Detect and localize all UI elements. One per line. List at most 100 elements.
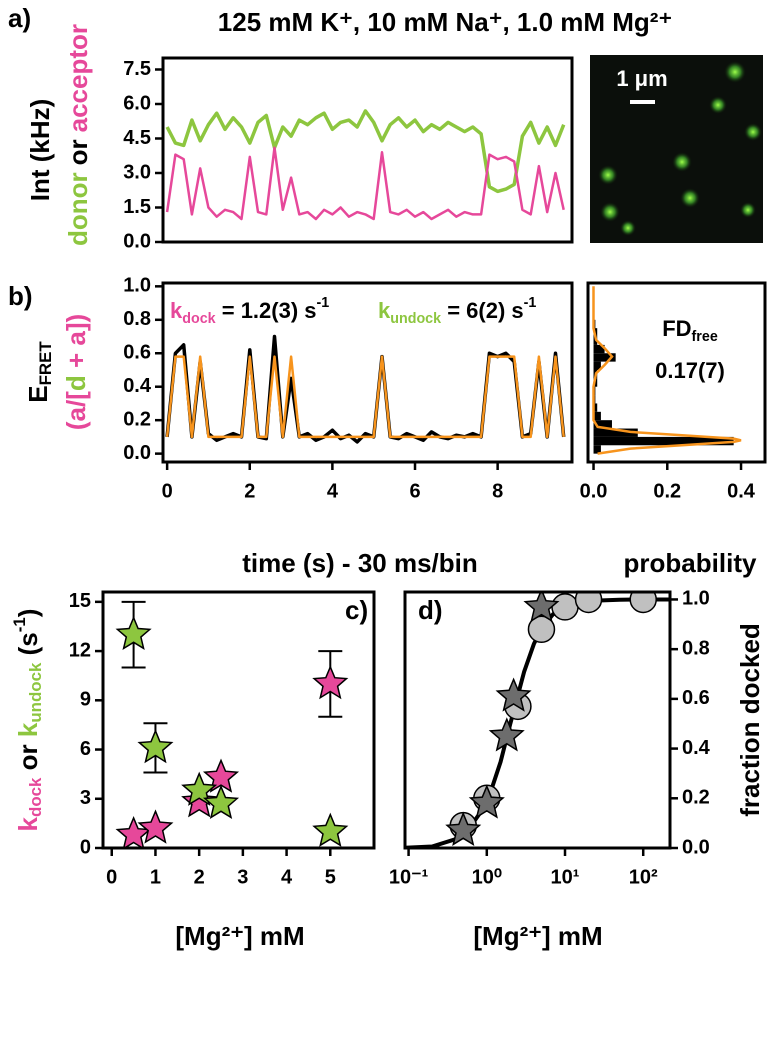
x-tick-label: 6 [409, 480, 420, 502]
point [488, 717, 525, 752]
label-part: undock [26, 662, 45, 723]
scale-bar-label: 1 μm [616, 66, 667, 91]
y-axis-label: donor or acceptor [63, 24, 93, 246]
point [523, 592, 560, 623]
bar [593, 344, 605, 354]
annotation: kundock = 6(2) s-1 [378, 295, 536, 327]
y-tick-label: 0.2 [682, 787, 710, 809]
plot-frame [101, 590, 376, 850]
label-part: dock [182, 311, 215, 327]
point [312, 812, 349, 847]
x-tick-label: 0.4 [727, 480, 756, 502]
y-tick-label: 1.5 [123, 196, 151, 218]
y-axis-label: Int (kHz) [25, 99, 55, 202]
y-tick-label: 0.0 [123, 442, 151, 464]
y-tick-label: 12 [69, 639, 91, 661]
annotation: 0.17(7) [655, 358, 725, 383]
x-tick-label: 2 [194, 866, 205, 888]
x-tick-label: 8 [492, 480, 503, 502]
point [115, 615, 152, 650]
plot-frame [161, 281, 574, 464]
spot [709, 96, 727, 114]
annotation: kdock = 1.2(3) s-1 [170, 295, 329, 327]
spot [600, 202, 620, 222]
y-tick-label: 1.0 [123, 275, 151, 297]
point [202, 784, 240, 819]
label-part: or [13, 737, 43, 777]
y-tick-label: 0.6 [682, 687, 710, 709]
x-tick-label: 0.0 [580, 480, 608, 502]
trace [165, 355, 565, 439]
x-tick-label: 10⁻¹ [389, 866, 429, 888]
trace [165, 109, 566, 194]
y-tick-label: 3.0 [123, 161, 151, 183]
label-part: FD [662, 316, 691, 341]
y-axis-label: (a/[d + a]) [61, 314, 91, 430]
spot [680, 188, 700, 208]
bar [593, 361, 601, 370]
point [181, 771, 218, 806]
label-part: dock [26, 777, 45, 817]
point [445, 811, 482, 846]
point [137, 728, 174, 764]
y-tick-label: 0.8 [682, 637, 710, 659]
point [137, 809, 174, 844]
y-tick-label: 0.4 [123, 375, 152, 397]
point [495, 677, 532, 712]
x-tick-label: 4 [281, 866, 293, 888]
panel-label: c) [345, 595, 368, 625]
label-part: k [13, 816, 43, 831]
chart-title: 125 mM K⁺, 10 mM Na⁺, 1.0 mM Mg²⁺ [218, 7, 672, 37]
trace [165, 334, 566, 444]
point [468, 784, 505, 819]
y-tick-label: 15 [69, 590, 91, 612]
microscope-image: 1 μm [590, 55, 763, 243]
x-tick-label: 0 [106, 866, 117, 888]
y-tick-label: 0.0 [682, 836, 710, 858]
y-tick-label: 0.0 [123, 230, 151, 252]
legend-entry: acceptor [63, 24, 93, 132]
label-part: (s [13, 632, 43, 662]
plot-frame [586, 281, 767, 464]
bar [593, 353, 616, 362]
y-axis-label: EFRET [23, 341, 56, 403]
spot [724, 61, 746, 83]
point [312, 664, 349, 700]
bar [593, 445, 601, 454]
label-part: -1 [524, 295, 537, 311]
plot-frame [403, 590, 672, 850]
label-part: -1 [317, 295, 330, 311]
x-tick-label: 3 [237, 866, 248, 888]
x-tick-label: 2 [244, 480, 255, 502]
y-tick-label: 7.5 [123, 58, 151, 80]
label-part: k [170, 298, 183, 323]
annotation: FDfree [662, 316, 718, 345]
y-tick-label: 0.8 [123, 308, 151, 330]
point [574, 592, 603, 614]
y-tick-label: 6.0 [123, 92, 151, 114]
panel-label: a) [8, 3, 31, 33]
label-part: undock [390, 311, 441, 327]
bar [593, 411, 601, 421]
y-tick-label: 0.4 [682, 737, 711, 759]
y-tick-label: 9 [80, 689, 91, 711]
y-tick-label: 0 [80, 836, 91, 858]
x-axis-label: probability [624, 548, 757, 578]
fit-curve [592, 286, 742, 455]
y-axis-label-part: or [63, 139, 93, 165]
point [629, 592, 657, 614]
x-tick-label: 10² [629, 866, 658, 888]
label-part: ) [13, 609, 43, 618]
label-part: + a]) [61, 314, 91, 375]
x-tick-label: 0.2 [653, 480, 681, 502]
spot [672, 152, 692, 172]
label-part: E [23, 385, 53, 402]
point [527, 615, 556, 644]
label-part: = 1.2(3) s [216, 298, 317, 323]
bar [593, 436, 734, 446]
y-tick-label: 0.2 [123, 408, 151, 430]
spot [744, 123, 762, 141]
panel-label: d) [418, 595, 443, 625]
x-tick-label: 1 [150, 866, 161, 888]
